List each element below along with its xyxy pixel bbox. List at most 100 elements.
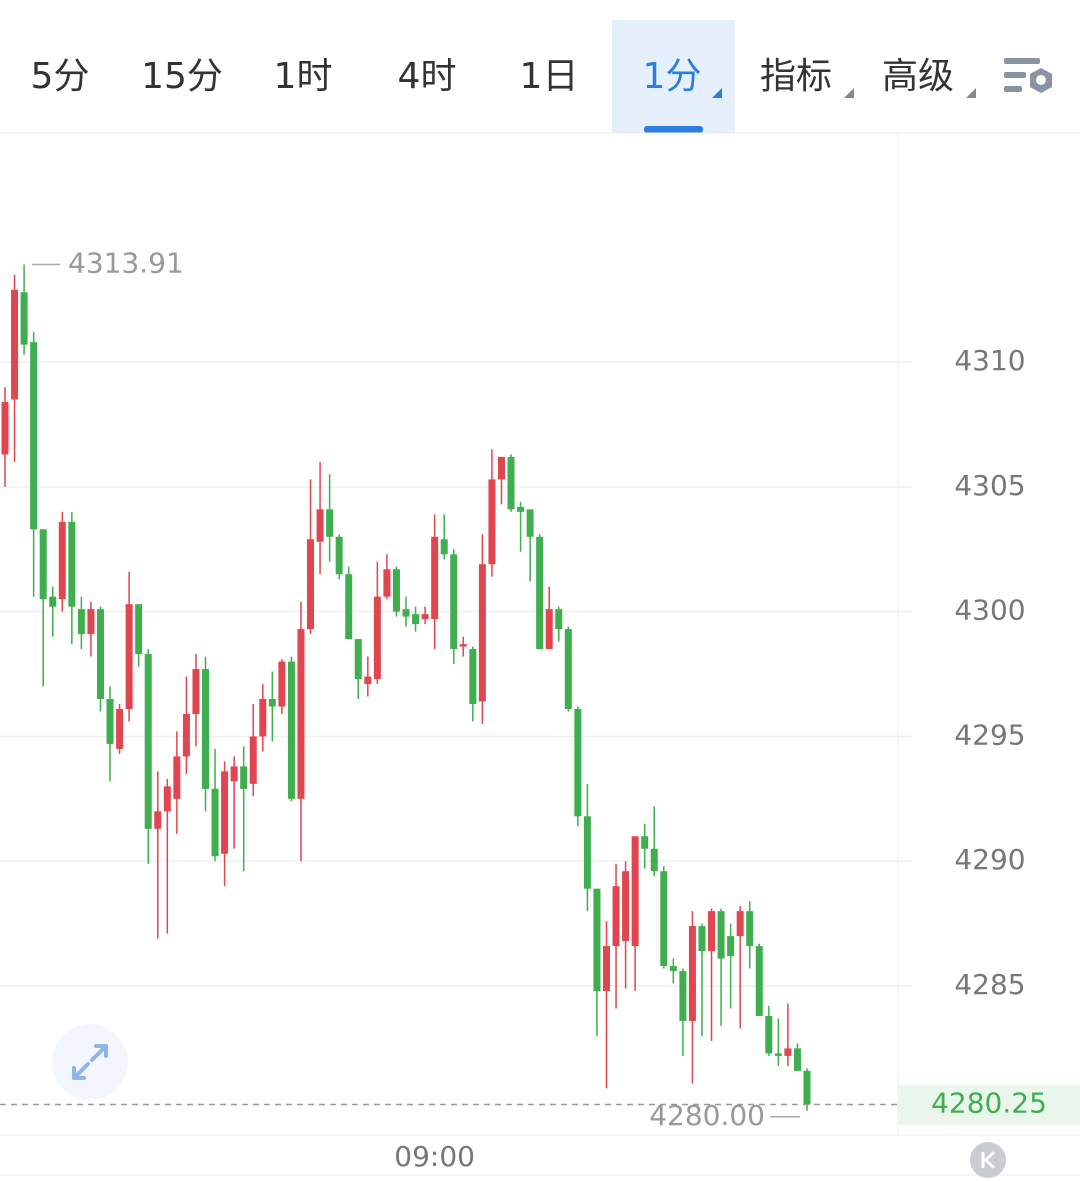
candle-body [392, 569, 400, 612]
candle-body [459, 644, 467, 647]
candle-body [144, 654, 152, 829]
candle-body [383, 569, 391, 597]
candle-body [1, 402, 9, 455]
candle-body [192, 669, 200, 714]
candle-body [77, 609, 85, 635]
candle-body [221, 771, 229, 854]
candle-body [746, 911, 754, 947]
candle-body [755, 946, 763, 1016]
candle-body [240, 766, 248, 789]
tab[interactable]: 4时 [398, 56, 457, 97]
candle-body [345, 574, 353, 640]
candle-body [278, 661, 286, 707]
candle-body [39, 529, 47, 600]
candle-body [11, 289, 19, 400]
candle-body [326, 509, 334, 537]
candle-body [297, 629, 305, 799]
candle-body [612, 886, 620, 947]
candle-body [230, 766, 238, 782]
candle-body [450, 554, 458, 650]
candle-body [68, 521, 76, 607]
candle-body [603, 946, 610, 992]
y-tick-label: 4295 [954, 718, 1025, 751]
candle-body [125, 604, 133, 709]
candle-body [259, 699, 267, 737]
candle-body [774, 1053, 782, 1056]
active-tab-indicator [644, 126, 703, 133]
candle-body [58, 521, 66, 600]
tab[interactable]: 高级 [882, 56, 954, 97]
candle-body [669, 966, 677, 972]
tab[interactable]: 5分 [31, 56, 90, 97]
tab[interactable]: 1时 [274, 56, 333, 97]
y-tick-label: 4300 [954, 594, 1025, 627]
candle-body [106, 699, 114, 744]
dropdown-arrow [844, 88, 854, 98]
candle-body [679, 971, 687, 1021]
candle-body [402, 609, 410, 617]
y-tick-label: 4290 [954, 843, 1025, 876]
candle-body [765, 1015, 773, 1054]
last-price-box [898, 1084, 1080, 1125]
candle-body [96, 609, 104, 700]
candle-body [412, 614, 420, 625]
candle-body [163, 786, 171, 812]
candle-body [488, 479, 496, 565]
y-tick-label: 4285 [954, 968, 1025, 1001]
candle-body [641, 836, 649, 849]
candle-body [268, 699, 276, 707]
candle-body [593, 888, 601, 992]
candle-body [173, 756, 181, 799]
candle-body [660, 871, 668, 967]
x-tick-label: 09:00 [394, 1140, 475, 1173]
candle-body [87, 609, 95, 635]
active-tab-bg [612, 20, 735, 133]
candle-body [784, 1048, 792, 1056]
dropdown-arrow [712, 88, 722, 98]
max-label: 4313.91 [68, 247, 184, 280]
tab[interactable]: 指标 [760, 56, 832, 97]
tab[interactable]: 15分 [141, 56, 223, 97]
tab[interactable]: 1日 [520, 56, 579, 97]
candle-body [469, 649, 477, 705]
candle-body [717, 911, 725, 959]
candle-body [517, 506, 525, 512]
candle-body [307, 539, 315, 630]
candle-body [583, 816, 591, 889]
dropdown-arrow [966, 88, 976, 98]
candle-body [154, 811, 162, 829]
candle-body [49, 596, 57, 607]
min-label: 4280.00 [649, 1099, 765, 1132]
tab[interactable]: 1分 [643, 56, 702, 97]
candle-body [287, 661, 295, 799]
candle-body [335, 536, 343, 575]
candle-body [373, 596, 381, 680]
candle-body [182, 713, 190, 757]
candle-body [20, 292, 28, 345]
candle-body [555, 609, 563, 630]
candle-body [30, 342, 38, 530]
candle-body [545, 609, 553, 650]
y-tick-label: 4310 [954, 344, 1025, 377]
candle-body [478, 564, 486, 702]
candle-body [688, 926, 696, 1021]
scroll-latest-button[interactable] [970, 1142, 1006, 1178]
candle-body [421, 614, 429, 620]
candle-body [202, 669, 209, 789]
candle-body [698, 926, 706, 952]
candle-body [736, 911, 744, 937]
candle-body [650, 848, 658, 872]
candle-body [316, 509, 324, 542]
candle-body [354, 639, 362, 680]
candle-body [116, 708, 124, 749]
tab-bar: 5分 15分 1时 4时 1日 1分 指标 高级 [31, 56, 1052, 98]
y-tick-label: 4305 [954, 469, 1025, 502]
candle-body [631, 836, 639, 947]
candle-body [536, 536, 544, 650]
candle-body [574, 708, 582, 817]
candle-body [497, 456, 505, 480]
expand-button[interactable] [52, 1024, 128, 1100]
settings-icon[interactable] [1004, 58, 1052, 93]
candle-body [564, 629, 572, 709]
